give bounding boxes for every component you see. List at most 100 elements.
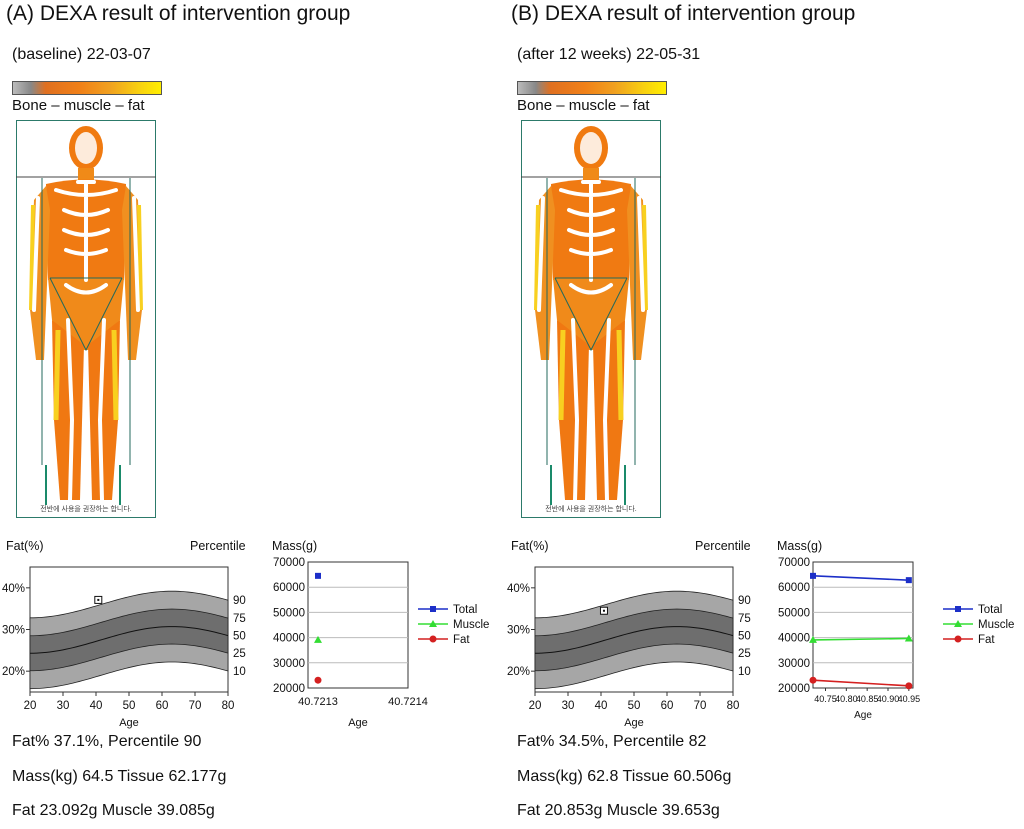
- scan-note: 전반에 사용을 권장하는 합니다.: [40, 504, 132, 513]
- percentile-tick-label: 50: [738, 631, 751, 643]
- plot-area: [307, 561, 409, 689]
- color-scale-bar: [12, 81, 162, 95]
- panel-title: (B) DEXA result of intervention group: [511, 2, 856, 25]
- x-tick-label: 40.7213: [298, 696, 338, 708]
- legend-label-total: Total: [978, 604, 1002, 616]
- left-thigh-fat: [558, 329, 566, 421]
- region-lines: [546, 178, 636, 465]
- data-point-muscle: [314, 635, 322, 643]
- series-line-total: [812, 575, 909, 581]
- left-arm-fat: [29, 204, 35, 311]
- x-tick-label: 40: [90, 700, 103, 712]
- x-tick-label: 20: [529, 700, 542, 712]
- x-tick-label: 40.95: [898, 694, 921, 704]
- left-thigh-fat: [53, 329, 61, 421]
- x-tick-label: 20: [24, 700, 37, 712]
- stat-fat-percent: Fat% 37.1%, Percentile 90: [12, 733, 202, 750]
- fat-chart-ylabel: Fat(%): [6, 539, 44, 553]
- x-tick-label: 40.80: [835, 694, 858, 704]
- region-lines: [41, 178, 131, 465]
- fat-chart-ylabel: Fat(%): [511, 539, 549, 553]
- skeleton: [32, 180, 140, 502]
- x-tick-label: 50: [628, 700, 641, 712]
- x-tick-label: 40.85: [856, 694, 879, 704]
- y-tick-label: 20000: [273, 683, 305, 695]
- data-point-fat: [905, 682, 913, 690]
- data-point-fat: [809, 676, 817, 684]
- x-tick-label: 40.7214: [388, 696, 428, 708]
- y-tick-label: 60000: [778, 582, 810, 594]
- x-tick-label: 60: [156, 700, 169, 712]
- x-tick-label: 40.75: [814, 694, 837, 704]
- data-point-fat: [314, 676, 322, 684]
- x-tick-label: 80: [727, 700, 740, 712]
- y-tick-label: 30000: [273, 658, 305, 670]
- scan-date: (baseline) 22-03-07: [12, 46, 151, 63]
- mass-chart: 20000 30000 40000 50000 60000 70000 40.7213 40.…: [273, 557, 489, 729]
- legend-marker-total: [955, 606, 961, 612]
- series-line-fat: [812, 679, 909, 687]
- legend-marker-total: [430, 606, 436, 612]
- legend-marker-fat: [429, 635, 437, 643]
- legend-label-muscle: Muscle: [978, 619, 1014, 631]
- data-point-total: [905, 577, 912, 584]
- color-scale-label: Bone – muscle – fat: [517, 97, 650, 114]
- fat-percentile-chart: 20% 30% 40% 20 30 40 50 60 70 80 Age 10 25 50 75 90: [507, 566, 751, 729]
- x-tick-label: 80: [222, 700, 235, 712]
- mass-chart: 20000 30000 40000 50000 60000 70000 40.7540.80…: [778, 557, 1014, 721]
- legend-label-muscle: Muscle: [453, 619, 489, 631]
- y-tick-label: 20%: [2, 666, 25, 678]
- stat-mass: Mass(kg) 64.5 Tissue 62.177g: [12, 768, 227, 785]
- patient-marker-dot: [602, 609, 605, 612]
- left-leg: [52, 320, 84, 500]
- percentile-50-line: [534, 626, 734, 654]
- data-point-total: [315, 572, 321, 579]
- y-tick-label: 40%: [2, 583, 25, 595]
- skull: [580, 132, 602, 164]
- stat-fat-percent: Fat% 34.5%, Percentile 82: [517, 733, 707, 750]
- mass-chart-ylabel: Mass(g): [777, 539, 823, 553]
- percentile-band-25-75: [29, 608, 229, 672]
- legend-marker-muscle: [954, 620, 962, 627]
- y-tick-label: 40000: [778, 633, 810, 645]
- neck: [78, 168, 94, 182]
- plot-area: [812, 561, 914, 689]
- scan-date: (after 12 weeks) 22-05-31: [517, 46, 701, 63]
- x-tick-label: 40.90: [877, 694, 900, 704]
- percentile-tick-label: 90: [738, 595, 751, 607]
- right-arm-fat: [642, 204, 648, 311]
- right-leg: [593, 320, 625, 500]
- patient-marker-dot: [97, 598, 100, 601]
- x-axis-label: Age: [119, 717, 139, 729]
- y-tick-label: 20000: [778, 683, 810, 695]
- skull: [75, 132, 97, 164]
- panel-title: (A) DEXA result of intervention group: [6, 2, 351, 25]
- percentile-tick-label: 75: [738, 613, 751, 625]
- dexa-body-scan: 전반에 사용을 권장하는 합니다.: [16, 120, 156, 518]
- right-thigh-fat: [616, 329, 624, 421]
- percentile-tick-label: 90: [233, 595, 246, 607]
- x-axis-label: Age: [624, 717, 644, 729]
- percentile-tick-label: 25: [233, 648, 246, 660]
- percentile-label: Percentile: [695, 539, 751, 553]
- y-tick-label: 70000: [273, 557, 305, 569]
- y-tick-label: 50000: [778, 607, 810, 619]
- percentile-tick-label: 75: [233, 613, 246, 625]
- x-tick-label: 30: [562, 700, 575, 712]
- percentile-tick-label: 50: [233, 631, 246, 643]
- x-tick-label: 40: [595, 700, 608, 712]
- y-tick-label: 40000: [273, 633, 305, 645]
- y-tick-label: 60000: [273, 582, 305, 594]
- right-arm-fat: [137, 204, 143, 311]
- percentile-tick-label: 10: [233, 666, 246, 678]
- x-tick-label: 70: [189, 700, 202, 712]
- panel-a: (A) DEXA result of intervention group (b…: [2, 2, 489, 819]
- percentile-50-line: [29, 626, 229, 654]
- right-thigh-fat: [111, 329, 119, 421]
- stat-fat-muscle: Fat 23.092g Muscle 39.085g: [12, 802, 215, 819]
- percentile-label: Percentile: [190, 539, 246, 553]
- scan-note: 전반에 사용을 권장하는 합니다.: [545, 504, 637, 513]
- left-arm-fat: [534, 204, 540, 311]
- data-point-total: [810, 572, 816, 579]
- stat-fat-muscle: Fat 20.853g Muscle 39.653g: [517, 802, 720, 819]
